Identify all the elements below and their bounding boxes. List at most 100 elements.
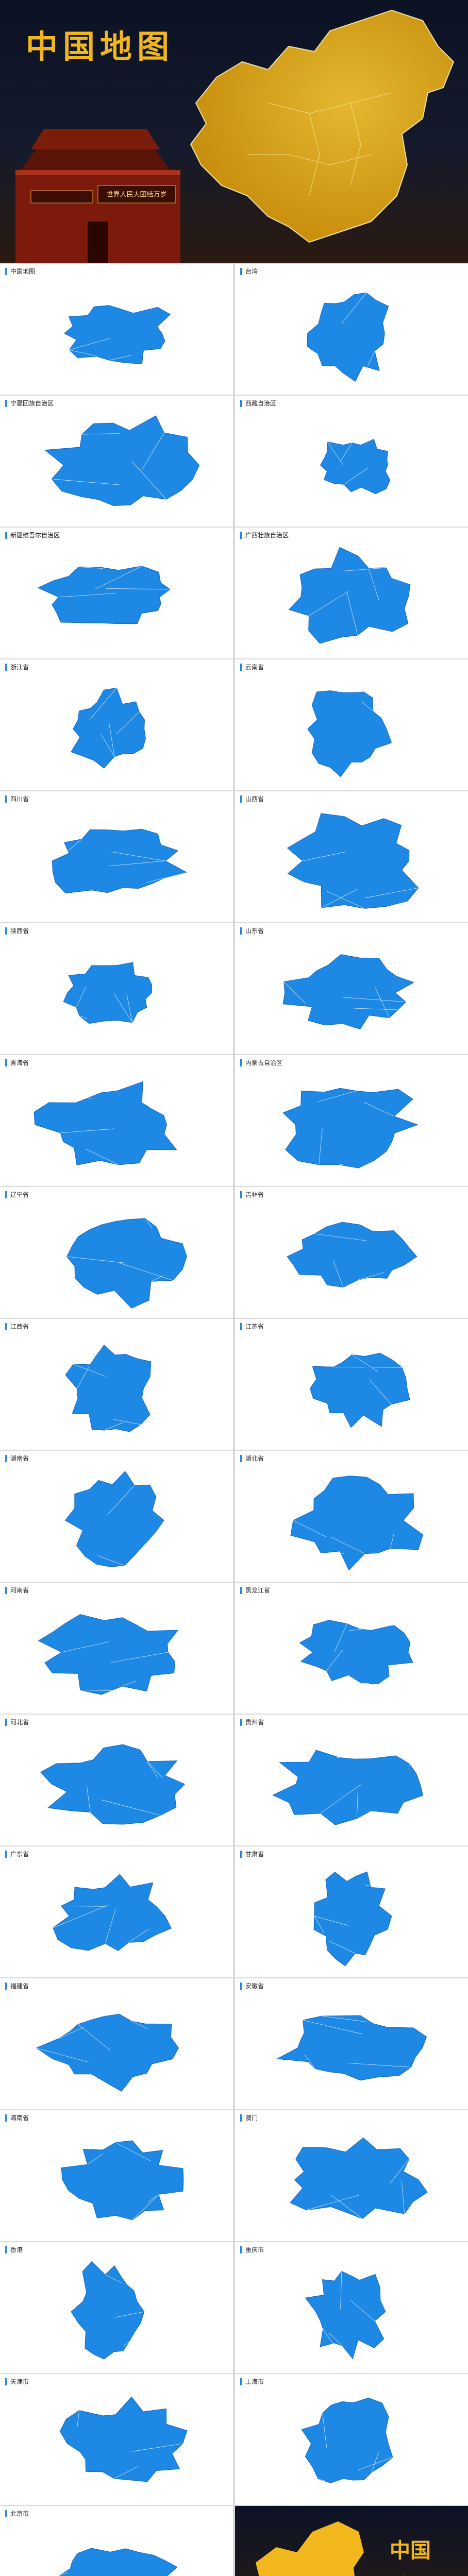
- boundary-line: [317, 1090, 357, 1103]
- boundary-line: [128, 1929, 149, 1943]
- region: [305, 2270, 386, 2360]
- boundary-line: [322, 2015, 368, 2022]
- slide-card: 甘肃省: [235, 1846, 468, 1977]
- boundary-line: [352, 1354, 378, 1372]
- region: [37, 566, 171, 624]
- header-banner: 世界人民大团结万岁 中国地图: [0, 0, 468, 263]
- slide-card: 辽宁省: [0, 1187, 233, 1318]
- map-shape: [59, 2548, 178, 2576]
- boundary-line: [293, 1520, 327, 1537]
- boundary-line: [114, 2311, 144, 2318]
- boundary-line: [356, 1788, 358, 1819]
- boundary-line: [115, 2142, 151, 2162]
- slide-card: 江西省: [0, 1319, 233, 1450]
- boundary-line: [309, 591, 348, 616]
- slide-card: 黑龙江省: [235, 1583, 468, 1714]
- boundary-line: [73, 1364, 106, 1377]
- slide-card: 香港: [0, 2242, 233, 2373]
- slide-card: 湖北省: [235, 1451, 468, 1582]
- slide-label: 北京市: [5, 2510, 29, 2517]
- boundary-line: [314, 1916, 325, 1934]
- boundary-line: [132, 2194, 160, 2221]
- boundary-line: [59, 2572, 68, 2576]
- map-shape: [288, 547, 411, 644]
- boundary-line: [59, 2027, 84, 2039]
- map-shape: [290, 1476, 424, 1571]
- boundary-line: [312, 350, 319, 355]
- region: [287, 1222, 417, 1287]
- boundary-line: [283, 981, 306, 1004]
- boundary-line: [124, 2341, 129, 2347]
- map-shape: [34, 1081, 177, 1165]
- boundary-line: [69, 349, 97, 357]
- region: [309, 1352, 410, 1428]
- region: [44, 415, 200, 506]
- closing-art: 中国地图: [256, 2521, 431, 2576]
- slide-card: 吉林省: [235, 1187, 468, 1318]
- region: [299, 1620, 413, 1684]
- region: [53, 1874, 172, 1951]
- slide-card: 中国地图: [0, 264, 233, 395]
- boundary-line: [327, 442, 343, 465]
- slide-card: 陕西省: [0, 923, 233, 1054]
- boundary-line: [320, 1784, 361, 1814]
- slide-label: 云南省: [240, 664, 264, 671]
- region: [61, 2140, 184, 2221]
- gate-banner-text: 世界人民大团结万岁: [106, 191, 166, 199]
- boundary-line: [350, 2300, 375, 2321]
- province-lines: [247, 92, 392, 196]
- slide-card: 福建省: [0, 1978, 233, 2109]
- boundary-line: [358, 2457, 393, 2470]
- boundary-line: [349, 1624, 394, 1631]
- slide-card: 山东省: [235, 923, 468, 1054]
- map-shape: [305, 2270, 386, 2360]
- boundary-line: [334, 1623, 347, 1653]
- boundary-line: [63, 839, 82, 856]
- map-shape: [307, 690, 392, 777]
- map-shape: [44, 415, 200, 506]
- region: [288, 547, 411, 644]
- boundary-line: [330, 1536, 365, 1554]
- region: [71, 687, 146, 769]
- map-shape: [52, 828, 188, 894]
- map-shape: [290, 2137, 428, 2219]
- map-shape: [40, 1744, 186, 1825]
- slide-label: 甘肃省: [240, 1851, 264, 1858]
- boundary-line: [101, 1799, 161, 1816]
- region: [64, 1470, 164, 1567]
- slide-card: 湖南省: [0, 1451, 233, 1582]
- region: [276, 2015, 427, 2081]
- boundary-line: [69, 338, 73, 350]
- boundary-line: [114, 2466, 139, 2479]
- boundary-line: [77, 1366, 90, 1389]
- slide-label: 上海市: [240, 2378, 264, 2385]
- china-map-shape: [190, 9, 455, 243]
- region: [66, 1218, 187, 1309]
- boundary-line: [318, 2479, 326, 2482]
- slide-label: 内蒙古自治区: [240, 1059, 282, 1066]
- slide-label: 浙江省: [5, 664, 29, 671]
- boundary-line: [375, 988, 390, 1018]
- closing-slide: 中国地图: [235, 2506, 468, 2576]
- slide-card: 北京市: [0, 2506, 233, 2576]
- map-shape: [63, 305, 171, 364]
- map-shape: [53, 1874, 172, 1951]
- region: [59, 2396, 188, 2482]
- region: [290, 2137, 428, 2219]
- slide-label: 贵州省: [240, 1719, 264, 1726]
- boundary-line: [340, 443, 353, 462]
- boundary-line: [126, 994, 133, 1023]
- region: [65, 1344, 152, 1432]
- slide-label: 山东省: [240, 927, 264, 935]
- slide-label: 江苏省: [240, 1323, 264, 1330]
- boundary-line: [329, 1941, 356, 1954]
- boundary-line: [145, 1218, 153, 1229]
- map-shape: [287, 813, 419, 909]
- slide-label: 安徽省: [240, 1982, 264, 1990]
- boundary-line: [80, 1690, 112, 1691]
- slide-card: 广东省: [0, 1846, 233, 1977]
- closing-title-1: 中国: [390, 2539, 431, 2563]
- slide-label: 海南省: [5, 2114, 29, 2122]
- boundary-line: [85, 1148, 119, 1165]
- map-shape: [307, 292, 389, 382]
